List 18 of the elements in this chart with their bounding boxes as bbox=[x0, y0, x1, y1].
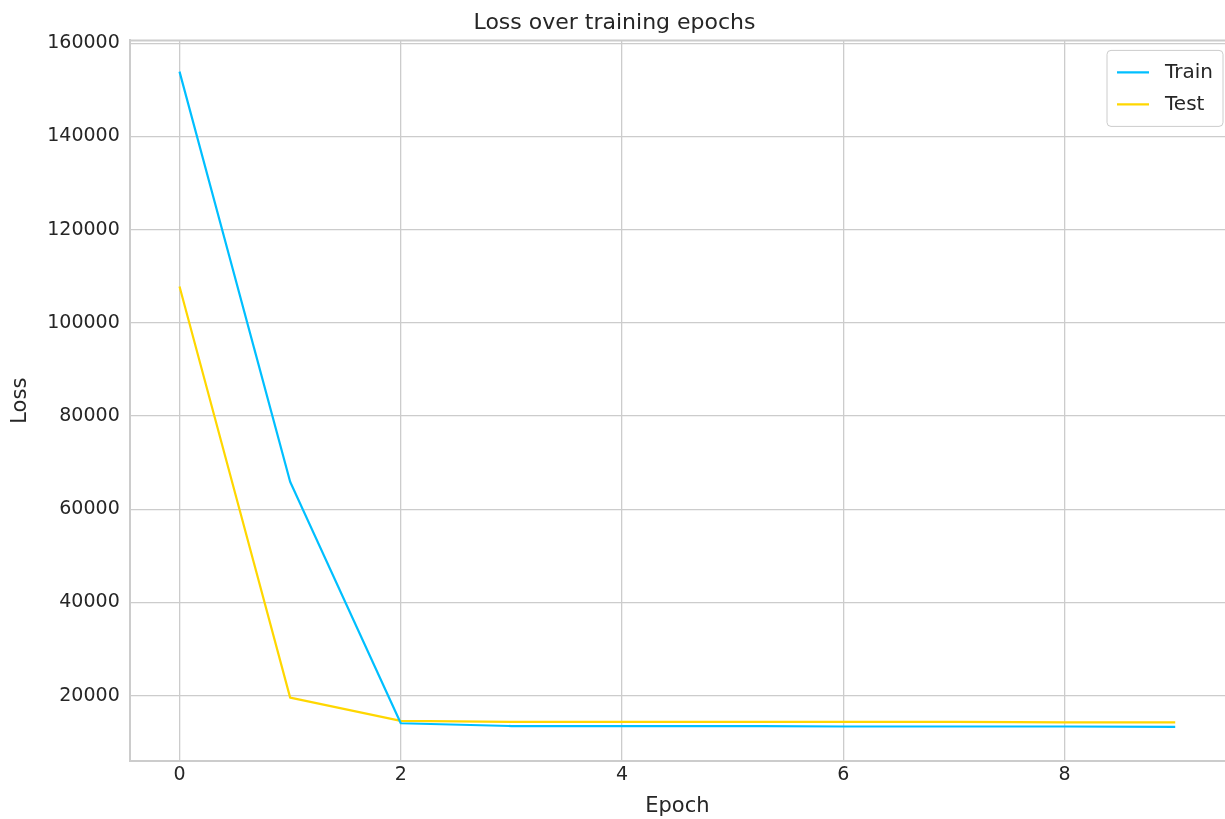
x-tick-label: 0 bbox=[173, 762, 186, 785]
y-axis-title: Loss bbox=[7, 377, 32, 424]
y-tick-label: 40000 bbox=[59, 589, 120, 612]
chart-title: Loss over training epochs bbox=[473, 8, 756, 34]
x-tick-label: 8 bbox=[1058, 762, 1071, 785]
y-tick-label: 100000 bbox=[47, 309, 120, 332]
y-tick-label: 120000 bbox=[47, 216, 120, 239]
y-tick-label: 20000 bbox=[59, 682, 120, 705]
legend-label: Train bbox=[1164, 58, 1214, 83]
y-tick-label: 160000 bbox=[47, 30, 120, 53]
x-tick-label: 4 bbox=[616, 762, 629, 785]
y-tick-label: 60000 bbox=[59, 496, 120, 519]
y-tick-label: 140000 bbox=[47, 123, 120, 146]
x-axis-title: Epoch bbox=[645, 792, 710, 817]
x-tick-label: 6 bbox=[837, 762, 850, 785]
legend-label: Test bbox=[1164, 90, 1205, 115]
x-tick-label: 2 bbox=[394, 762, 407, 785]
y-tick-label: 80000 bbox=[59, 403, 120, 426]
